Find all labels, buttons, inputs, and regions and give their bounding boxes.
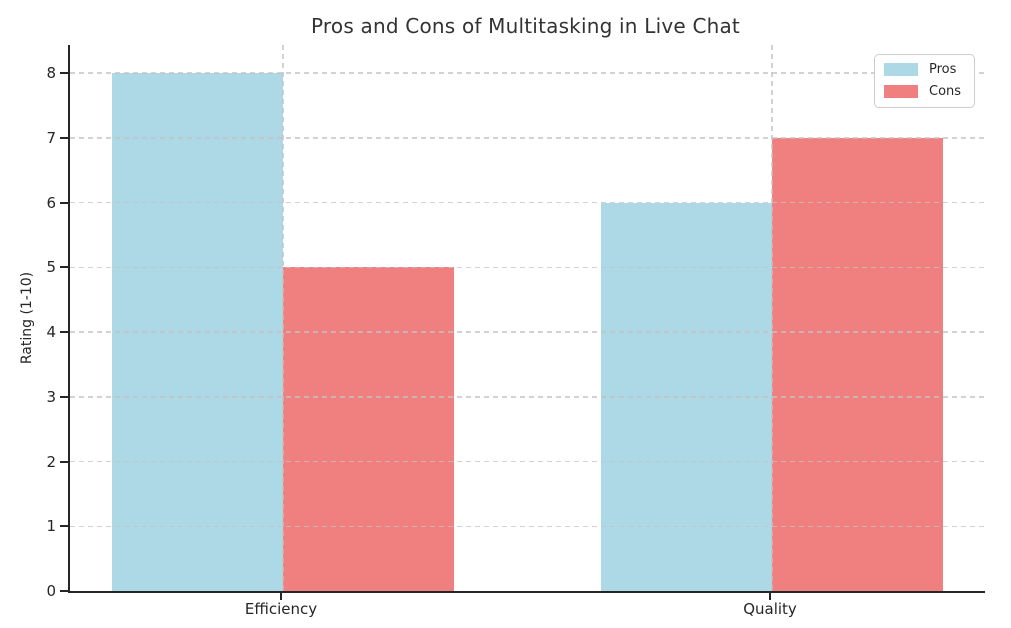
y-tick-label: 3: [46, 387, 56, 406]
x-tick-label: Quality: [743, 600, 797, 618]
y-tick-mark: [60, 331, 68, 333]
plot-area: [68, 45, 985, 593]
h-gridline: [70, 331, 985, 333]
y-tick-label: 0: [46, 582, 56, 600]
y-axis-label: Rating (1-10): [19, 271, 35, 365]
legend-item-pros: Pros: [884, 63, 964, 76]
h-gridline: [70, 266, 985, 268]
y-tick-mark: [60, 460, 68, 463]
y-tick-label: 4: [46, 323, 56, 341]
chart-title: Pros and Cons of Multitasking in Live Ch…: [311, 14, 740, 38]
y-tick-mark: [60, 525, 68, 528]
legend: Pros Cons: [874, 54, 975, 108]
h-gridline: [70, 460, 985, 463]
v-gridline: [282, 45, 284, 591]
legend-swatch-cons: [884, 85, 918, 98]
h-gridline: [70, 525, 985, 527]
h-gridline: [70, 396, 985, 398]
y-tick-mark: [60, 201, 68, 204]
legend-label: Pros: [929, 62, 957, 77]
legend-label: Cons: [929, 84, 962, 99]
y-tick-label: 2: [46, 452, 56, 471]
h-gridline: [70, 201, 985, 204]
y-tick-mark: [60, 266, 68, 269]
v-gridline: [771, 45, 773, 591]
h-gridline: [70, 137, 985, 139]
x-tick-label: Efficiency: [244, 600, 318, 618]
y-tick-label: 6: [46, 193, 56, 212]
legend-item-cons: Cons: [884, 85, 964, 98]
bar-cons-quality: [772, 137, 943, 591]
y-tick-mark: [60, 590, 68, 592]
y-tick-label: 7: [46, 128, 56, 147]
y-tick-label: 1: [46, 517, 56, 536]
y-tick-mark: [60, 395, 68, 398]
x-tick-mark: [280, 593, 282, 600]
legend-swatch-pros: [884, 63, 918, 76]
x-tick-mark: [769, 593, 771, 600]
y-tick-label: 5: [46, 258, 56, 277]
y-tick-label: 8: [46, 64, 56, 82]
bar-cons-efficiency: [283, 267, 454, 591]
h-gridline: [70, 72, 985, 74]
y-tick-mark: [60, 136, 68, 139]
y-tick-mark: [60, 72, 68, 74]
